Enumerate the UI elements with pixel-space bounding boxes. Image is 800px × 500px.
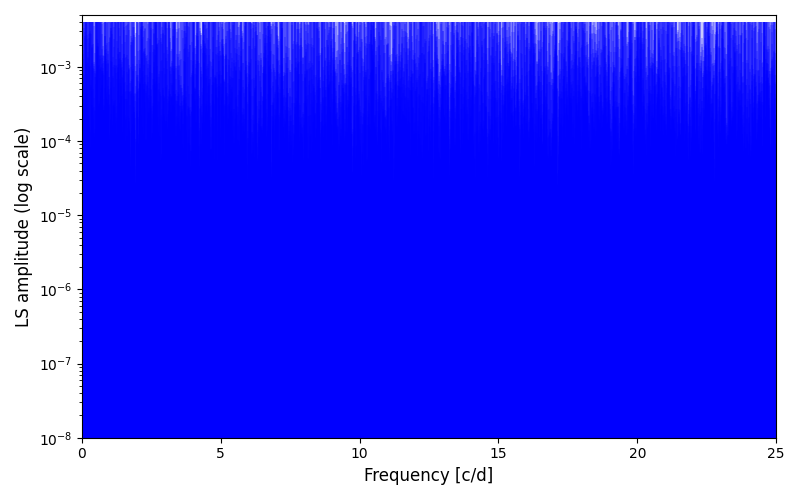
- Y-axis label: LS amplitude (log scale): LS amplitude (log scale): [15, 126, 33, 326]
- X-axis label: Frequency [c/d]: Frequency [c/d]: [364, 467, 494, 485]
